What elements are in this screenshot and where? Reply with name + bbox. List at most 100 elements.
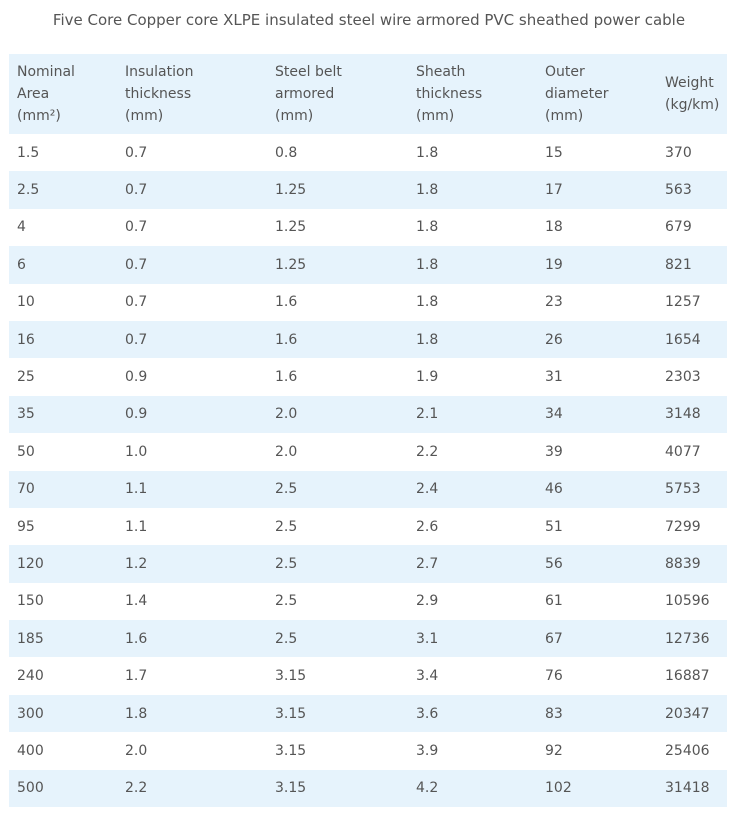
insulation-thickness-cell: 1.7 xyxy=(117,657,267,695)
insulation-thickness-cell: 1.0 xyxy=(117,433,267,471)
steel-belt-cell: 3.15 xyxy=(267,694,408,733)
steel-belt-cell: 2.5 xyxy=(267,470,408,508)
steel-belt-cell: 1.6 xyxy=(267,283,408,321)
sheath-thickness-cell: 1.8 xyxy=(408,283,537,321)
insulation-thickness-cell: 1.1 xyxy=(117,470,267,508)
insulation-thickness-cell: 2.2 xyxy=(117,769,267,808)
table-row: 25 0.9 1.6 1.9 31 2303 xyxy=(9,358,727,396)
nominal-area-cell: 185 xyxy=(9,620,117,658)
nominal-area-cell: 6 xyxy=(9,246,117,284)
weight-cell: 25406 xyxy=(657,732,727,770)
sheath-thickness-cell: 3.1 xyxy=(408,620,537,658)
weight-cell: 12736 xyxy=(657,620,727,658)
sheath-thickness-cell: 2.9 xyxy=(408,582,537,621)
header-sheath-thickness: Sheath thickness (mm) xyxy=(408,54,537,134)
header-insulation-thickness: Insulation thickness (mm) xyxy=(117,54,267,134)
nominal-area-cell: 4 xyxy=(9,208,117,247)
outer-diameter-cell: 19 xyxy=(537,246,657,284)
weight-cell: 7299 xyxy=(657,507,727,546)
insulation-thickness-cell: 0.7 xyxy=(117,134,267,172)
sheath-thickness-cell: 2.4 xyxy=(408,470,537,508)
sheath-thickness-cell: 1.9 xyxy=(408,358,537,396)
insulation-thickness-cell: 0.7 xyxy=(117,283,267,321)
outer-diameter-cell: 102 xyxy=(537,769,657,808)
insulation-thickness-cell: 1.1 xyxy=(117,507,267,546)
weight-cell: 10596 xyxy=(657,582,727,621)
table-row: 10 0.7 1.6 1.8 23 1257 xyxy=(9,283,727,321)
sheath-thickness-cell: 2.2 xyxy=(408,433,537,471)
table-row: 120 1.2 2.5 2.7 56 8839 xyxy=(9,545,727,583)
outer-diameter-cell: 34 xyxy=(537,395,657,434)
weight-cell: 679 xyxy=(657,208,727,247)
insulation-thickness-cell: 1.2 xyxy=(117,545,267,583)
nominal-area-cell: 50 xyxy=(9,433,117,471)
steel-belt-cell: 2.5 xyxy=(267,582,408,621)
outer-diameter-cell: 83 xyxy=(537,694,657,733)
steel-belt-cell: 3.15 xyxy=(267,732,408,770)
header-text: Steel belt xyxy=(275,64,342,80)
steel-belt-cell: 2.0 xyxy=(267,433,408,471)
outer-diameter-cell: 23 xyxy=(537,283,657,321)
header-weight: Weight (kg/km) xyxy=(657,54,727,134)
table-row: 50 1.0 2.0 2.2 39 4077 xyxy=(9,433,727,471)
insulation-thickness-cell: 0.7 xyxy=(117,246,267,284)
header-outer-diameter: Outer diameter (mm) xyxy=(537,54,657,134)
header-text: (mm) xyxy=(275,108,314,124)
header-text: diameter xyxy=(545,86,609,102)
sheath-thickness-cell: 3.6 xyxy=(408,694,537,733)
outer-diameter-cell: 51 xyxy=(537,507,657,546)
nominal-area-cell: 16 xyxy=(9,320,117,359)
insulation-thickness-cell: 0.9 xyxy=(117,395,267,434)
steel-belt-cell: 1.6 xyxy=(267,320,408,359)
nominal-area-cell: 25 xyxy=(9,358,117,396)
sheath-thickness-cell: 1.8 xyxy=(408,171,537,209)
outer-diameter-cell: 31 xyxy=(537,358,657,396)
weight-cell: 16887 xyxy=(657,657,727,695)
steel-belt-cell: 2.5 xyxy=(267,620,408,658)
table-body: 1.5 0.7 0.8 1.8 15 370 2.5 0.7 1.25 1.8 17 563 4 0.7 1… xyxy=(9,134,727,808)
insulation-thickness-cell: 0.7 xyxy=(117,171,267,209)
sheath-thickness-cell: 4.2 xyxy=(408,769,537,808)
table-row: 240 1.7 3.15 3.4 76 16887 xyxy=(9,657,727,695)
insulation-thickness-cell: 2.0 xyxy=(117,732,267,770)
outer-diameter-cell: 67 xyxy=(537,620,657,658)
weight-cell: 3148 xyxy=(657,395,727,434)
weight-cell: 821 xyxy=(657,246,727,284)
header-text: Sheath xyxy=(416,64,466,80)
table-row: 35 0.9 2.0 2.1 34 3148 xyxy=(9,395,727,434)
sheath-thickness-cell: 2.6 xyxy=(408,507,537,546)
nominal-area-cell: 95 xyxy=(9,507,117,546)
sheath-thickness-cell: 2.7 xyxy=(408,545,537,583)
table-row: 95 1.1 2.5 2.6 51 7299 xyxy=(9,507,727,546)
table-row: 4 0.7 1.25 1.8 18 679 xyxy=(9,208,727,247)
nominal-area-cell: 10 xyxy=(9,283,117,321)
outer-diameter-cell: 76 xyxy=(537,657,657,695)
outer-diameter-cell: 46 xyxy=(537,470,657,508)
header-nominal-area: Nominal Area (mm²) xyxy=(9,54,117,134)
nominal-area-cell: 150 xyxy=(9,582,117,621)
header-text: (mm²) xyxy=(17,108,61,124)
nominal-area-cell: 35 xyxy=(9,395,117,434)
steel-belt-cell: 2.0 xyxy=(267,395,408,434)
table-row: 185 1.6 2.5 3.1 67 12736 xyxy=(9,620,727,658)
header-text: thickness xyxy=(125,86,192,102)
table-row: 400 2.0 3.15 3.9 92 25406 xyxy=(9,732,727,770)
table-row: 500 2.2 3.15 4.2 102 31418 xyxy=(9,769,727,808)
sheath-thickness-cell: 3.4 xyxy=(408,657,537,695)
header-text: Nominal xyxy=(17,64,75,80)
header-text: thickness xyxy=(416,86,483,102)
weight-cell: 563 xyxy=(657,171,727,209)
header-text: (mm) xyxy=(125,108,164,124)
steel-belt-cell: 3.15 xyxy=(267,657,408,695)
header-text: (kg/km) xyxy=(665,97,720,113)
steel-belt-cell: 2.5 xyxy=(267,545,408,583)
insulation-thickness-cell: 1.4 xyxy=(117,582,267,621)
header-text: Area xyxy=(17,86,50,102)
sheath-thickness-cell: 1.8 xyxy=(408,134,537,172)
header-text: Weight xyxy=(665,75,714,91)
insulation-thickness-cell: 1.6 xyxy=(117,620,267,658)
nominal-area-cell: 300 xyxy=(9,694,117,733)
insulation-thickness-cell: 0.7 xyxy=(117,320,267,359)
weight-cell: 1654 xyxy=(657,320,727,359)
